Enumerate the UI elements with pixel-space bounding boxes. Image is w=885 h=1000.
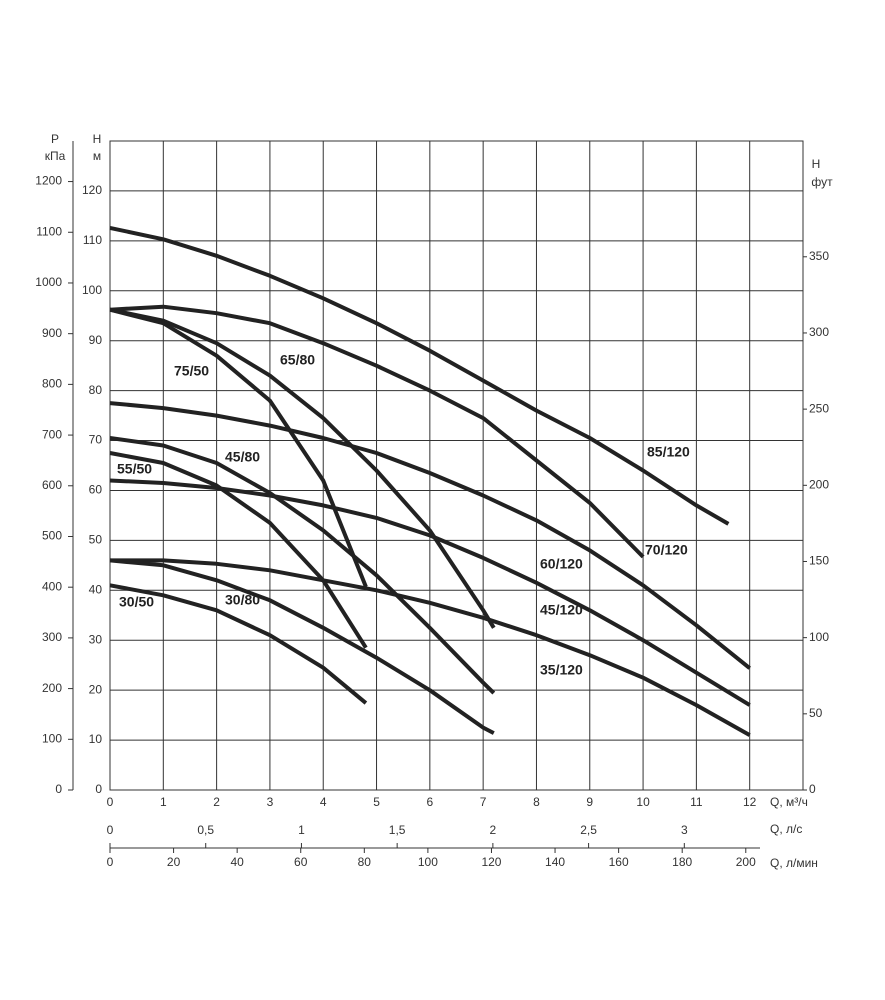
x3-tick-label: 60 bbox=[294, 855, 308, 869]
y-tick-label: 0 bbox=[95, 782, 102, 796]
x-tick-label: 6 bbox=[427, 795, 434, 809]
curve-label: 35/120 bbox=[540, 662, 583, 678]
y-tick-label: 10 bbox=[89, 732, 103, 746]
pump-curve bbox=[109, 304, 645, 559]
x2-axis-label: Q, л/с bbox=[770, 822, 802, 836]
y3-tick-label: 700 bbox=[42, 427, 62, 441]
x3-tick-label: 40 bbox=[230, 855, 244, 869]
y-tick-label: 90 bbox=[89, 333, 103, 347]
x3-tick-label: 0 bbox=[107, 855, 114, 869]
y-tick-label: 70 bbox=[89, 433, 103, 447]
pump-curve bbox=[109, 401, 751, 670]
x2-tick-label: 2,5 bbox=[580, 823, 597, 837]
pump-curve bbox=[109, 436, 496, 695]
y-tick-label: 50 bbox=[89, 533, 103, 547]
x-tick-label: 5 bbox=[373, 795, 380, 809]
y3-tick-label: 400 bbox=[42, 579, 62, 593]
x-tick-label: 7 bbox=[480, 795, 487, 809]
y-tick-label: 80 bbox=[89, 383, 103, 397]
y2-tick-label: 250 bbox=[809, 401, 829, 415]
curve-label: 75/50 bbox=[174, 363, 209, 379]
curve-label: 70/120 bbox=[645, 542, 688, 558]
y3-tick-label: 1200 bbox=[35, 174, 62, 188]
y-tick-label: 100 bbox=[82, 283, 102, 297]
y2-tick-label: 0 bbox=[809, 782, 816, 796]
y3-axis-label: кПа bbox=[45, 149, 66, 163]
x-tick-label: 1 bbox=[160, 795, 167, 809]
y3-tick-label: 200 bbox=[42, 681, 62, 695]
y3-tick-label: 1100 bbox=[36, 224, 62, 238]
y2-tick-label: 300 bbox=[809, 325, 829, 339]
plot-frame bbox=[109, 140, 804, 791]
x3-tick-label: 160 bbox=[609, 855, 629, 869]
y3-tick-label: 1000 bbox=[35, 275, 62, 289]
pump-curve bbox=[109, 451, 368, 649]
y-axis-label: H bbox=[93, 132, 102, 146]
curve-label: 45/80 bbox=[225, 449, 260, 465]
y3-tick-label: 100 bbox=[42, 731, 62, 745]
y3-tick-label: 0 bbox=[55, 782, 62, 796]
y-tick-label: 120 bbox=[82, 183, 102, 197]
y3-tick-label: 500 bbox=[42, 529, 62, 543]
x3-tick-label: 180 bbox=[672, 855, 692, 869]
curve-label: 85/120 bbox=[647, 444, 690, 460]
x3-tick-label: 100 bbox=[418, 855, 438, 869]
x-tick-label: 0 bbox=[107, 795, 114, 809]
y2-tick-label: 50 bbox=[809, 706, 823, 720]
x-tick-label: 8 bbox=[533, 795, 540, 809]
pump-curve bbox=[109, 583, 368, 705]
y3-tick-label: 300 bbox=[42, 630, 62, 644]
x2-tick-label: 1,5 bbox=[389, 823, 406, 837]
x3-tick-label: 140 bbox=[545, 855, 565, 869]
x-tick-label: 9 bbox=[586, 795, 593, 809]
y3-tick-label: 600 bbox=[42, 478, 62, 492]
y2-tick-label: 100 bbox=[809, 630, 829, 644]
x3-tick-label: 20 bbox=[167, 855, 181, 869]
y3-tick-label: 900 bbox=[42, 326, 62, 340]
x3-tick-label: 200 bbox=[736, 855, 756, 869]
y-axis-label: м bbox=[93, 149, 101, 163]
y3-axis-label: P bbox=[51, 132, 59, 146]
pump-curve bbox=[109, 307, 368, 588]
y-tick-label: 40 bbox=[89, 582, 103, 596]
pump-curve bbox=[109, 225, 730, 526]
pump-curve bbox=[109, 307, 496, 629]
y-tick-label: 30 bbox=[89, 632, 103, 646]
x2-tick-label: 2 bbox=[490, 823, 497, 837]
y-tick-label: 20 bbox=[89, 682, 103, 696]
x-tick-label: 10 bbox=[636, 795, 650, 809]
x-tick-label: 4 bbox=[320, 795, 327, 809]
x-tick-label: 11 bbox=[690, 795, 703, 809]
x2-tick-label: 0,5 bbox=[197, 823, 214, 837]
curve-label: 45/120 bbox=[540, 602, 583, 618]
pump-curve bbox=[109, 478, 751, 707]
y-tick-label: 110 bbox=[83, 233, 102, 247]
x-tick-label: 2 bbox=[213, 795, 220, 809]
x3-axis-label: Q, л/мин bbox=[770, 856, 818, 870]
curve-label: 60/120 bbox=[540, 556, 583, 572]
y2-axis-label: H bbox=[812, 157, 821, 171]
x-tick-label: 12 bbox=[743, 795, 757, 809]
x2-tick-label: 1 bbox=[298, 823, 305, 837]
y-tick-label: 60 bbox=[89, 483, 103, 497]
x3-tick-label: 80 bbox=[358, 855, 372, 869]
x3-tick-label: 120 bbox=[481, 855, 501, 869]
y2-tick-label: 200 bbox=[809, 477, 829, 491]
y2-tick-label: 350 bbox=[809, 249, 829, 263]
curve-label: 55/50 bbox=[117, 461, 152, 477]
x2-tick-label: 0 bbox=[107, 823, 114, 837]
y3-tick-label: 800 bbox=[42, 377, 62, 391]
x-tick-label: 3 bbox=[267, 795, 274, 809]
curve-label: 30/80 bbox=[225, 592, 260, 608]
y2-tick-label: 150 bbox=[809, 554, 829, 568]
x-axis-label: Q, м³/ч bbox=[770, 795, 808, 809]
x2-tick-label: 3 bbox=[681, 823, 688, 837]
curve-label: 65/80 bbox=[280, 352, 315, 368]
y2-axis-label: фут bbox=[811, 175, 833, 189]
pump-curve bbox=[109, 558, 495, 735]
pump-curve bbox=[110, 558, 751, 737]
curve-label: 30/50 bbox=[119, 594, 154, 610]
